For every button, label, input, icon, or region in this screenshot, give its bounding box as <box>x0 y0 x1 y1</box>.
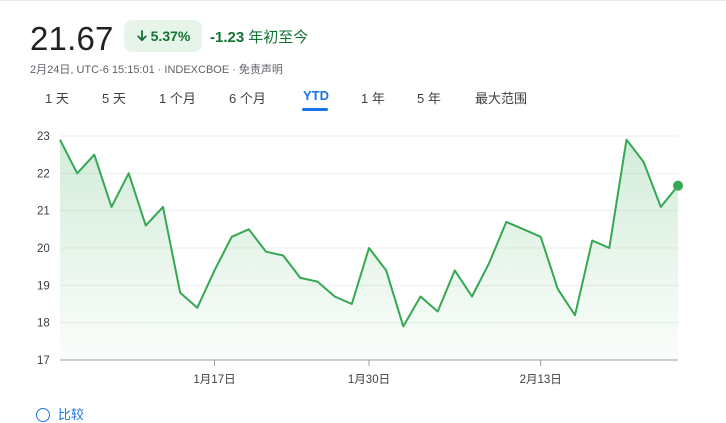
tab-1d[interactable]: 1 天 <box>45 91 69 106</box>
x-tick-label: 1月30日 <box>348 374 390 386</box>
active-tab-indicator <box>302 108 328 111</box>
y-tick-label: 18 <box>37 318 50 330</box>
tab-ytd[interactable]: YTD <box>303 88 329 103</box>
separator-dot: · <box>232 64 236 76</box>
change-summary: -1.23 年初至今 <box>210 26 308 47</box>
exchange-name: INDEXCBOE <box>164 64 230 76</box>
y-tick-label: 20 <box>37 243 50 255</box>
tab-6m[interactable]: 6 个月 <box>229 91 266 106</box>
y-axis: 17 18 19 20 21 22 23 <box>37 131 50 367</box>
tab-max[interactable]: 最大范围 <box>475 91 528 106</box>
arrow-down-icon <box>136 30 147 42</box>
tab-1y[interactable]: 1 年 <box>361 91 385 106</box>
current-price: 21.67 <box>30 20 114 57</box>
separator-dot: · <box>157 64 162 76</box>
compare-label: 比较 <box>58 407 85 422</box>
x-axis: 1月17日 1月30日 2月13日 <box>193 360 562 386</box>
price-line <box>59 138 679 328</box>
top-divider <box>0 0 726 1</box>
period-label: 年初至今 <box>248 29 309 46</box>
disclaimer-link[interactable]: 免责声明 <box>238 64 283 76</box>
latest-price-dot <box>673 180 683 191</box>
quote-meta: 2月24日, UTC-6 15:15:01 · INDEXCBOE · 免责声明 <box>30 61 283 77</box>
range-tabs: 1 天 5 天 1 个月 6 个月 YTD 1 年 5 年 最大范围 <box>0 86 726 114</box>
y-tick-label: 19 <box>37 280 50 292</box>
tab-1m[interactable]: 1 个月 <box>159 91 196 106</box>
change-value: -1.23 <box>210 29 245 46</box>
x-tick-label: 2月13日 <box>520 374 562 386</box>
y-tick-label: 17 <box>37 355 50 367</box>
timestamp: 2月24日, UTC-6 15:15:01 <box>30 64 155 76</box>
y-tick-label: 23 <box>37 131 50 143</box>
tab-5y[interactable]: 5 年 <box>417 91 441 106</box>
x-tick-label: 1月17日 <box>193 374 235 386</box>
y-tick-label: 21 <box>37 206 50 218</box>
price-chart[interactable]: 17 18 19 20 21 22 23 1月17日 1月30日 2月13日 <box>0 118 726 398</box>
tab-5d[interactable]: 5 天 <box>102 91 126 106</box>
change-percent: 5.37% <box>150 28 191 44</box>
compare-button[interactable]: 比较 <box>36 404 84 423</box>
change-percent-badge: 5.37% <box>124 20 202 52</box>
plus-circle-icon <box>36 408 50 422</box>
y-tick-label: 22 <box>37 168 50 180</box>
